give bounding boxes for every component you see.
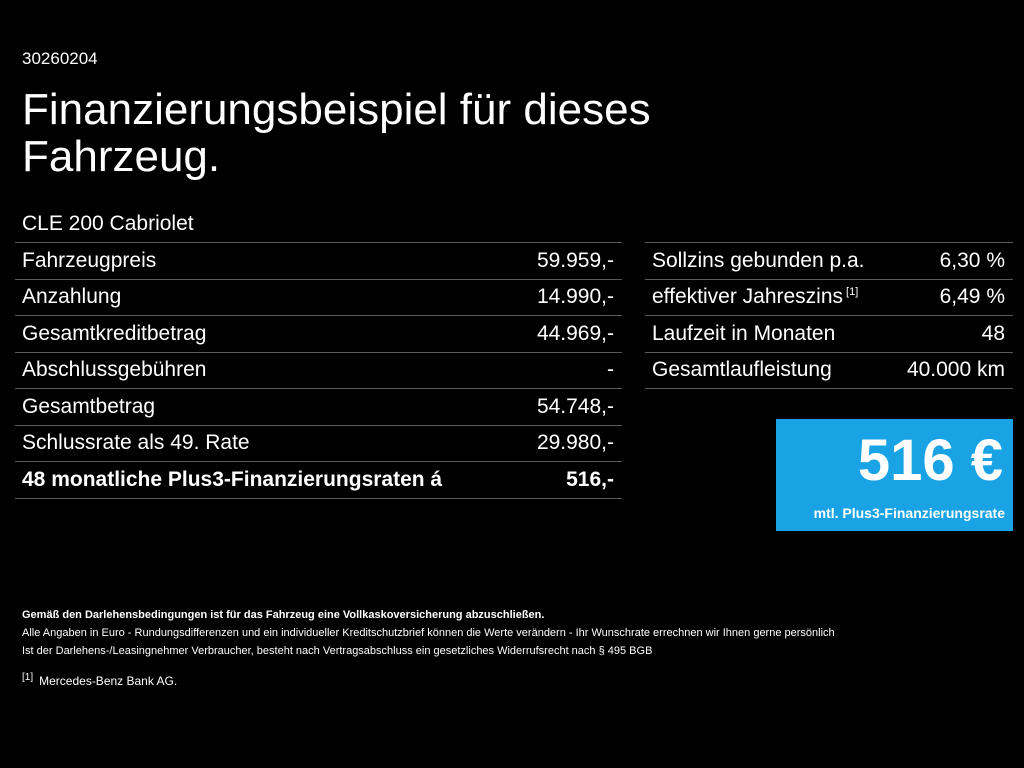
table-row-monthly-installments: 48 monatliche Plus3-Finanzierungsraten á… — [15, 462, 622, 499]
row-value: 59.959,- — [536, 248, 614, 272]
row-label: Sollzins gebunden p.a. — [652, 248, 865, 272]
table-row-borrowing-rate: Sollzins gebunden p.a. 6,30 % — [645, 243, 1013, 280]
disclaimer-line: Alle Angaben in Euro - Rundungsdifferenz… — [22, 627, 835, 639]
table-row-final-installment: Schlussrate als 49. Rate 29.980,- — [15, 426, 622, 462]
row-value: 29.980,- — [536, 431, 614, 455]
footnote-marker: [1] — [22, 672, 34, 683]
row-value: 14.990,- — [536, 285, 614, 309]
insurance-notice: Gemäß den Darlehensbedingungen ist für d… — [22, 609, 545, 621]
footnote-text: Mercedes-Benz Bank AG. — [39, 674, 178, 688]
footnote-definition: [1] Mercedes-Benz Bank AG. — [22, 670, 177, 689]
row-label: Gesamtlaufleistung — [652, 358, 832, 382]
row-value: - — [607, 358, 614, 382]
row-label: Gesamtbetrag — [22, 394, 156, 418]
row-label: Laufzeit in Monaten — [652, 321, 836, 345]
footnote-reference: [1] — [846, 286, 859, 299]
row-label: Gesamtkreditbetrag — [22, 321, 207, 345]
row-value: 516,- — [566, 467, 614, 491]
row-label: Abschlussgebühren — [22, 358, 207, 382]
row-value: 6,30 % — [939, 248, 1005, 272]
page-title: Finanzierungsbeispiel für dieses Fahrzeu… — [22, 85, 651, 181]
row-value: 54.748,- — [536, 394, 614, 418]
row-value: 44.969,- — [536, 321, 614, 345]
table-row-total-amount: Gesamtbetrag 54.748,- — [15, 389, 622, 426]
row-label: 48 monatliche Plus3-Finanzierungsraten á — [22, 467, 443, 491]
model-name: CLE 200 Cabriolet — [22, 212, 194, 235]
monthly-rate-box: 516 € mtl. Plus3-Finanzierungsrate — [776, 419, 1013, 531]
table-row-down-payment: Anzahlung 14.990,- — [15, 280, 622, 316]
row-label: Fahrzeugpreis — [22, 248, 157, 272]
table-row-total-mileage: Gesamtlaufleistung 40.000 km — [645, 353, 1013, 389]
footnotes: Gemäß den Darlehensbedingungen ist für d… — [22, 606, 1012, 660]
table-row-total-credit: Gesamtkreditbetrag 44.969,- — [15, 316, 622, 353]
monthly-rate-label: mtl. Plus3-Finanzierungsrate — [813, 505, 1005, 521]
table-row-closing-fees: Abschlussgebühren - — [15, 353, 622, 389]
financing-details-table: Fahrzeugpreis 59.959,- Anzahlung 14.990,… — [15, 242, 622, 499]
row-label: Anzahlung — [22, 285, 122, 309]
table-row-effective-rate: effektiver Jahreszins [1] 6,49 % — [645, 280, 1013, 316]
row-label: effektiver Jahreszins — [652, 285, 844, 309]
monthly-rate-amount: 516 € — [857, 428, 1003, 493]
reference-id: 30260204 — [22, 49, 98, 68]
interest-details-table: Sollzins gebunden p.a. 6,30 % effektiver… — [645, 242, 1013, 389]
table-row-term-months: Laufzeit in Monaten 48 — [645, 316, 1013, 353]
row-value: 40.000 km — [906, 358, 1005, 382]
row-value: 48 — [981, 321, 1005, 345]
withdrawal-notice: Ist der Darlehens-/Leasingnehmer Verbrau… — [22, 645, 653, 657]
row-value: 6,49 % — [939, 285, 1005, 309]
table-row-vehicle-price: Fahrzeugpreis 59.959,- — [15, 243, 622, 280]
row-label: Schlussrate als 49. Rate — [22, 431, 250, 455]
